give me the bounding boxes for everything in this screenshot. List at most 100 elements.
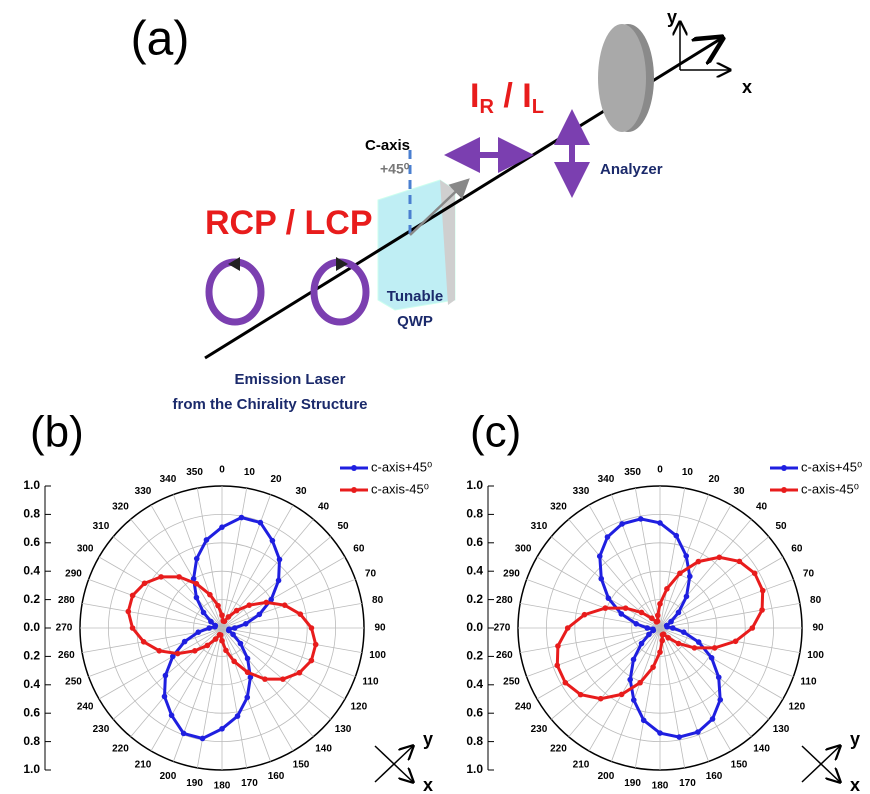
ratio-part: R (479, 96, 494, 118)
y-tick-label: 0.2 (23, 649, 40, 663)
angle-label: 130 (335, 724, 352, 735)
data-point (683, 593, 690, 600)
data-point (759, 587, 766, 594)
analyzer-label: Analyzer (600, 161, 663, 178)
y-tick-label: 0.4 (23, 677, 40, 691)
angle-label: 40 (756, 502, 768, 513)
angle-label: 120 (350, 702, 367, 713)
data-point (297, 611, 304, 617)
data-point (605, 595, 612, 601)
grid-spoke (659, 602, 800, 629)
angle-label: 310 (531, 521, 548, 532)
panel-label: (b) (30, 408, 84, 457)
data-point (581, 611, 588, 618)
angle-label: 140 (315, 744, 332, 755)
y-tick-label: 0.4 (23, 563, 40, 577)
angle-label: 350 (186, 467, 203, 478)
data-point (276, 556, 283, 563)
data-point (234, 713, 241, 719)
angle-label: 200 (160, 771, 177, 782)
grid-spoke (588, 504, 661, 629)
angle-label: 320 (112, 502, 129, 513)
intensity-ratio: IR / IL (470, 77, 544, 118)
data-point (596, 553, 603, 560)
data-point (180, 730, 187, 737)
legend-label: c-axis+45⁰ (801, 459, 862, 474)
data-point (242, 621, 249, 627)
grid-spoke (588, 627, 661, 752)
y-tick-label: 0.6 (23, 705, 40, 719)
data-point (162, 672, 169, 679)
data-point (170, 653, 176, 660)
data-point (244, 694, 251, 701)
angle-label: 260 (496, 650, 513, 661)
data-point (597, 695, 604, 702)
data-point (193, 594, 200, 601)
angle-label: 70 (803, 569, 815, 580)
data-point (168, 712, 175, 719)
frame-label: x (423, 775, 433, 794)
data-point (246, 602, 252, 608)
y-tick-label: 0.0 (23, 620, 40, 634)
y-tick-label: 0.6 (466, 535, 483, 549)
polarization-arrow (409, 178, 470, 236)
polar-chart: (b) 0.0 0.2 0.2 0.4 0.4 0.6 0.6 0.8 0.8 1.0 1.0 0 10 2… (23, 408, 433, 794)
angle-label: 240 (77, 702, 94, 713)
angle-label: 340 (598, 474, 615, 485)
angle-label: 320 (550, 502, 567, 513)
data-point (657, 730, 663, 736)
angle-label: 290 (65, 569, 82, 580)
angle-label: 50 (775, 521, 787, 532)
data-point (657, 601, 663, 607)
y-tick-label: 1.0 (466, 478, 483, 492)
grid-spoke (611, 627, 661, 762)
data-point (199, 735, 206, 742)
data-point (269, 537, 276, 544)
angle-label: 170 (241, 778, 258, 789)
data-point (711, 645, 718, 651)
y-tick-label: 0.8 (466, 734, 483, 748)
data-point (225, 614, 232, 620)
circular-polarization (310, 258, 370, 326)
angle-label: 210 (573, 759, 590, 770)
ratio-part: / I (494, 77, 532, 115)
data-point (281, 602, 288, 608)
c-axis-label: C-axis (365, 137, 410, 154)
data-point (192, 648, 198, 654)
grid-spoke (221, 556, 346, 629)
angle-label: 210 (135, 759, 152, 770)
data-point (618, 691, 625, 698)
data-point (673, 532, 680, 539)
data-point (247, 674, 254, 680)
data-point (657, 649, 663, 655)
data-point (263, 599, 270, 606)
angle-label: 290 (503, 569, 520, 580)
grid-spoke (221, 627, 314, 738)
data-point (638, 640, 645, 647)
rotation-arrow (336, 257, 348, 271)
data-point (275, 577, 282, 584)
angle-label: 180 (214, 781, 231, 792)
analyzer-face (598, 24, 646, 132)
y-tick-label: 0.2 (23, 592, 40, 606)
data-point (646, 631, 652, 638)
data-point (174, 650, 181, 657)
data-point (716, 554, 723, 561)
angle-label: 220 (112, 744, 129, 755)
angle-label: 190 (186, 778, 203, 789)
data-point (233, 607, 240, 614)
data-point (665, 634, 672, 641)
y-tick-label: 0.4 (466, 677, 483, 691)
angle-label: 340 (160, 474, 177, 485)
data-point (161, 693, 168, 700)
data-point (219, 726, 225, 732)
grid-spoke (659, 627, 732, 752)
data-point (619, 521, 625, 527)
data-point (683, 553, 690, 559)
angle-label: 20 (708, 474, 720, 485)
angle-label: 250 (65, 677, 82, 688)
data-point (140, 639, 147, 645)
grid-spoke (568, 518, 661, 629)
data-point (562, 679, 569, 686)
angle-label: 160 (706, 771, 723, 782)
